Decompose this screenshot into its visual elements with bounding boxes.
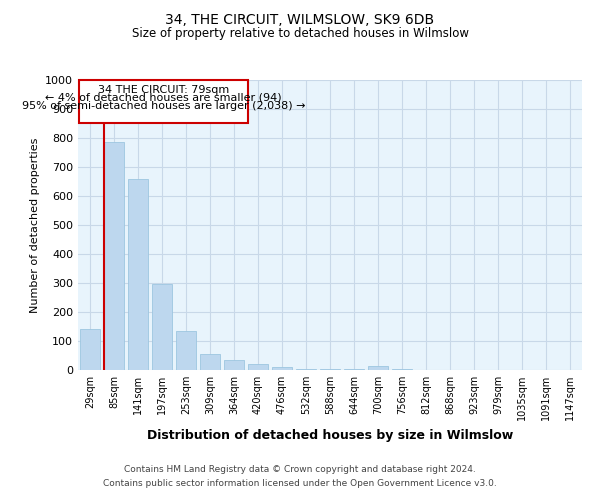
Bar <box>272 367 292 370</box>
Bar <box>200 354 220 370</box>
Text: 34, THE CIRCUIT, WILMSLOW, SK9 6DB: 34, THE CIRCUIT, WILMSLOW, SK9 6DB <box>166 12 434 26</box>
Bar <box>80 330 100 370</box>
Bar <box>176 331 196 370</box>
Text: Size of property relative to detached houses in Wilmslow: Size of property relative to detached ho… <box>131 28 469 40</box>
Bar <box>128 178 148 370</box>
FancyBboxPatch shape <box>79 80 248 123</box>
Y-axis label: Number of detached properties: Number of detached properties <box>29 138 40 312</box>
Bar <box>248 364 268 370</box>
Text: ← 4% of detached houses are smaller (94): ← 4% of detached houses are smaller (94) <box>46 93 282 103</box>
Bar <box>296 369 316 370</box>
Text: Contains HM Land Registry data © Crown copyright and database right 2024.
Contai: Contains HM Land Registry data © Crown c… <box>103 466 497 487</box>
Bar <box>104 142 124 370</box>
Bar <box>368 366 388 370</box>
Bar <box>152 284 172 370</box>
Bar <box>224 360 244 370</box>
Text: 95% of semi-detached houses are larger (2,038) →: 95% of semi-detached houses are larger (… <box>22 100 305 110</box>
X-axis label: Distribution of detached houses by size in Wilmslow: Distribution of detached houses by size … <box>147 428 513 442</box>
Text: 34 THE CIRCUIT: 79sqm: 34 THE CIRCUIT: 79sqm <box>98 85 229 95</box>
